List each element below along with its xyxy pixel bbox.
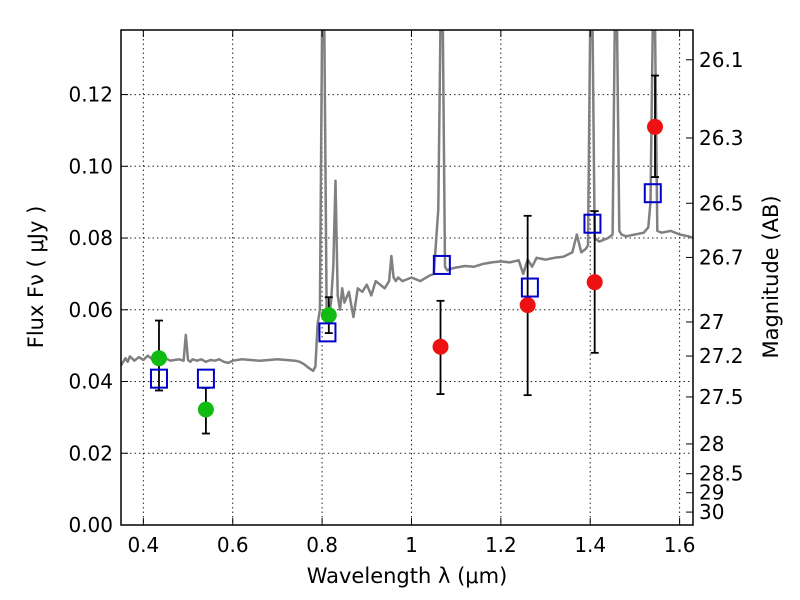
data-point xyxy=(647,118,664,135)
right-tick-label: 26.1 xyxy=(699,48,744,72)
y-axis-label: Flux Fν ( μJy ) xyxy=(24,206,48,349)
model-box xyxy=(643,183,662,204)
right-tick-label: 28 xyxy=(699,432,724,456)
spectrum-layer xyxy=(121,30,693,373)
right-tick-label: 26.5 xyxy=(699,191,744,215)
data-point xyxy=(519,297,536,314)
model-box xyxy=(432,254,451,275)
y-tick-label: 0.04 xyxy=(68,370,113,394)
y-tick-label: 0.02 xyxy=(68,441,113,465)
data-point xyxy=(320,307,337,324)
spectrum-line xyxy=(121,30,693,373)
x-tick-label: 0.8 xyxy=(306,533,338,557)
data-point xyxy=(586,274,603,291)
right-tick-label: 27 xyxy=(699,310,724,334)
right-tick-label: 28.5 xyxy=(699,462,744,486)
model-box xyxy=(583,213,602,234)
x-tick-label: 0.4 xyxy=(127,533,159,557)
right-tick-label: 27.5 xyxy=(699,385,744,409)
box-layer xyxy=(149,183,662,389)
model-box xyxy=(318,322,337,343)
right-tick-label: 30 xyxy=(699,500,724,524)
right-tick-label: 29 xyxy=(699,481,724,505)
plot-frame xyxy=(120,29,694,526)
x-axis-ticks: 0.4 0.6 0.8 1 1.2 1.4 1.6 xyxy=(127,30,696,557)
y-tick-label: 0.10 xyxy=(68,154,113,178)
x-tick-label: 1.2 xyxy=(485,533,517,557)
x-tick-label: 0.6 xyxy=(217,533,249,557)
y-axis-ticks: 0.00 0.02 0.04 0.06 0.08 0.10 0.12 xyxy=(68,83,128,537)
plot-background xyxy=(121,30,693,525)
x-tick-label: 1.6 xyxy=(664,533,696,557)
data-point xyxy=(432,338,449,355)
x-tick-label: 1 xyxy=(405,533,418,557)
model-box xyxy=(520,277,539,298)
point-layer xyxy=(150,118,664,418)
y-tick-label: 0.08 xyxy=(68,226,113,250)
x-axis-label: Wavelength λ (μm) xyxy=(307,564,508,588)
grid xyxy=(121,30,693,526)
y-tick-label: 0.00 xyxy=(68,513,113,537)
model-box xyxy=(149,368,168,389)
y-tick-label: 0.12 xyxy=(68,83,113,107)
right-tick-label: 26.3 xyxy=(699,126,744,150)
right-tick-label: 27.2 xyxy=(699,344,744,368)
x-tick-label: 1.4 xyxy=(574,533,606,557)
data-point xyxy=(150,350,167,367)
y-tick-label: 0.06 xyxy=(68,298,113,322)
right-axis-label: Magnitude (AB) xyxy=(759,195,783,358)
model-box xyxy=(196,368,215,389)
data-point xyxy=(197,401,214,418)
right-tick-label: 26.7 xyxy=(699,245,744,269)
